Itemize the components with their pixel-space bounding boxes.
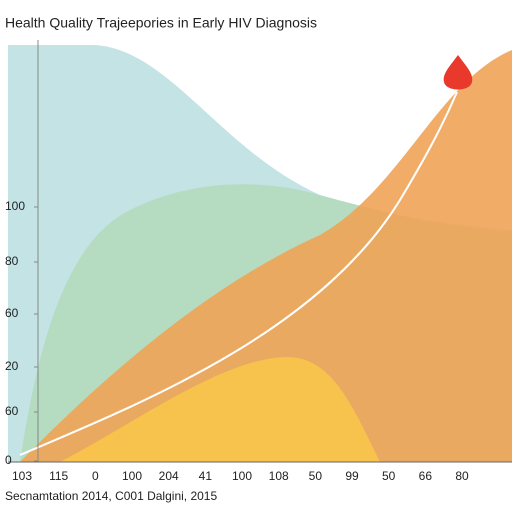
y-tick-label: 100	[5, 199, 25, 213]
y-tick-label: 20	[5, 359, 19, 373]
y-tick-label: 0	[5, 453, 12, 467]
x-tick-label: 108	[269, 469, 289, 483]
x-tick-label: 100	[122, 469, 142, 483]
x-tick-label: 41	[199, 469, 213, 483]
x-tick-label: 66	[419, 469, 433, 483]
y-tick-label: 60	[5, 306, 19, 320]
x-tick-label: 50	[382, 469, 396, 483]
area-yellow	[60, 356, 380, 462]
x-tick-label: 0	[92, 469, 99, 483]
drop-icon	[443, 55, 473, 90]
y-tick-label: 60	[5, 404, 19, 418]
x-tick-label: 50	[309, 469, 323, 483]
chart-title: Health Quality Trajeepories in Early HIV…	[5, 15, 317, 31]
x-tick-label: 80	[455, 469, 469, 483]
x-tick-label: 100	[232, 469, 252, 483]
x-tick-label: 115	[49, 469, 68, 483]
trajectory-line	[19, 91, 458, 456]
footer: Secnamtation 2014, C001 Dalgini, 2015	[5, 489, 217, 503]
area-orange	[20, 50, 512, 462]
x-tick-label: 99	[345, 469, 359, 483]
x-tick-label: 103	[12, 469, 32, 483]
y-tick-label: 80	[5, 254, 19, 268]
x-tick-label: 204	[159, 469, 179, 483]
